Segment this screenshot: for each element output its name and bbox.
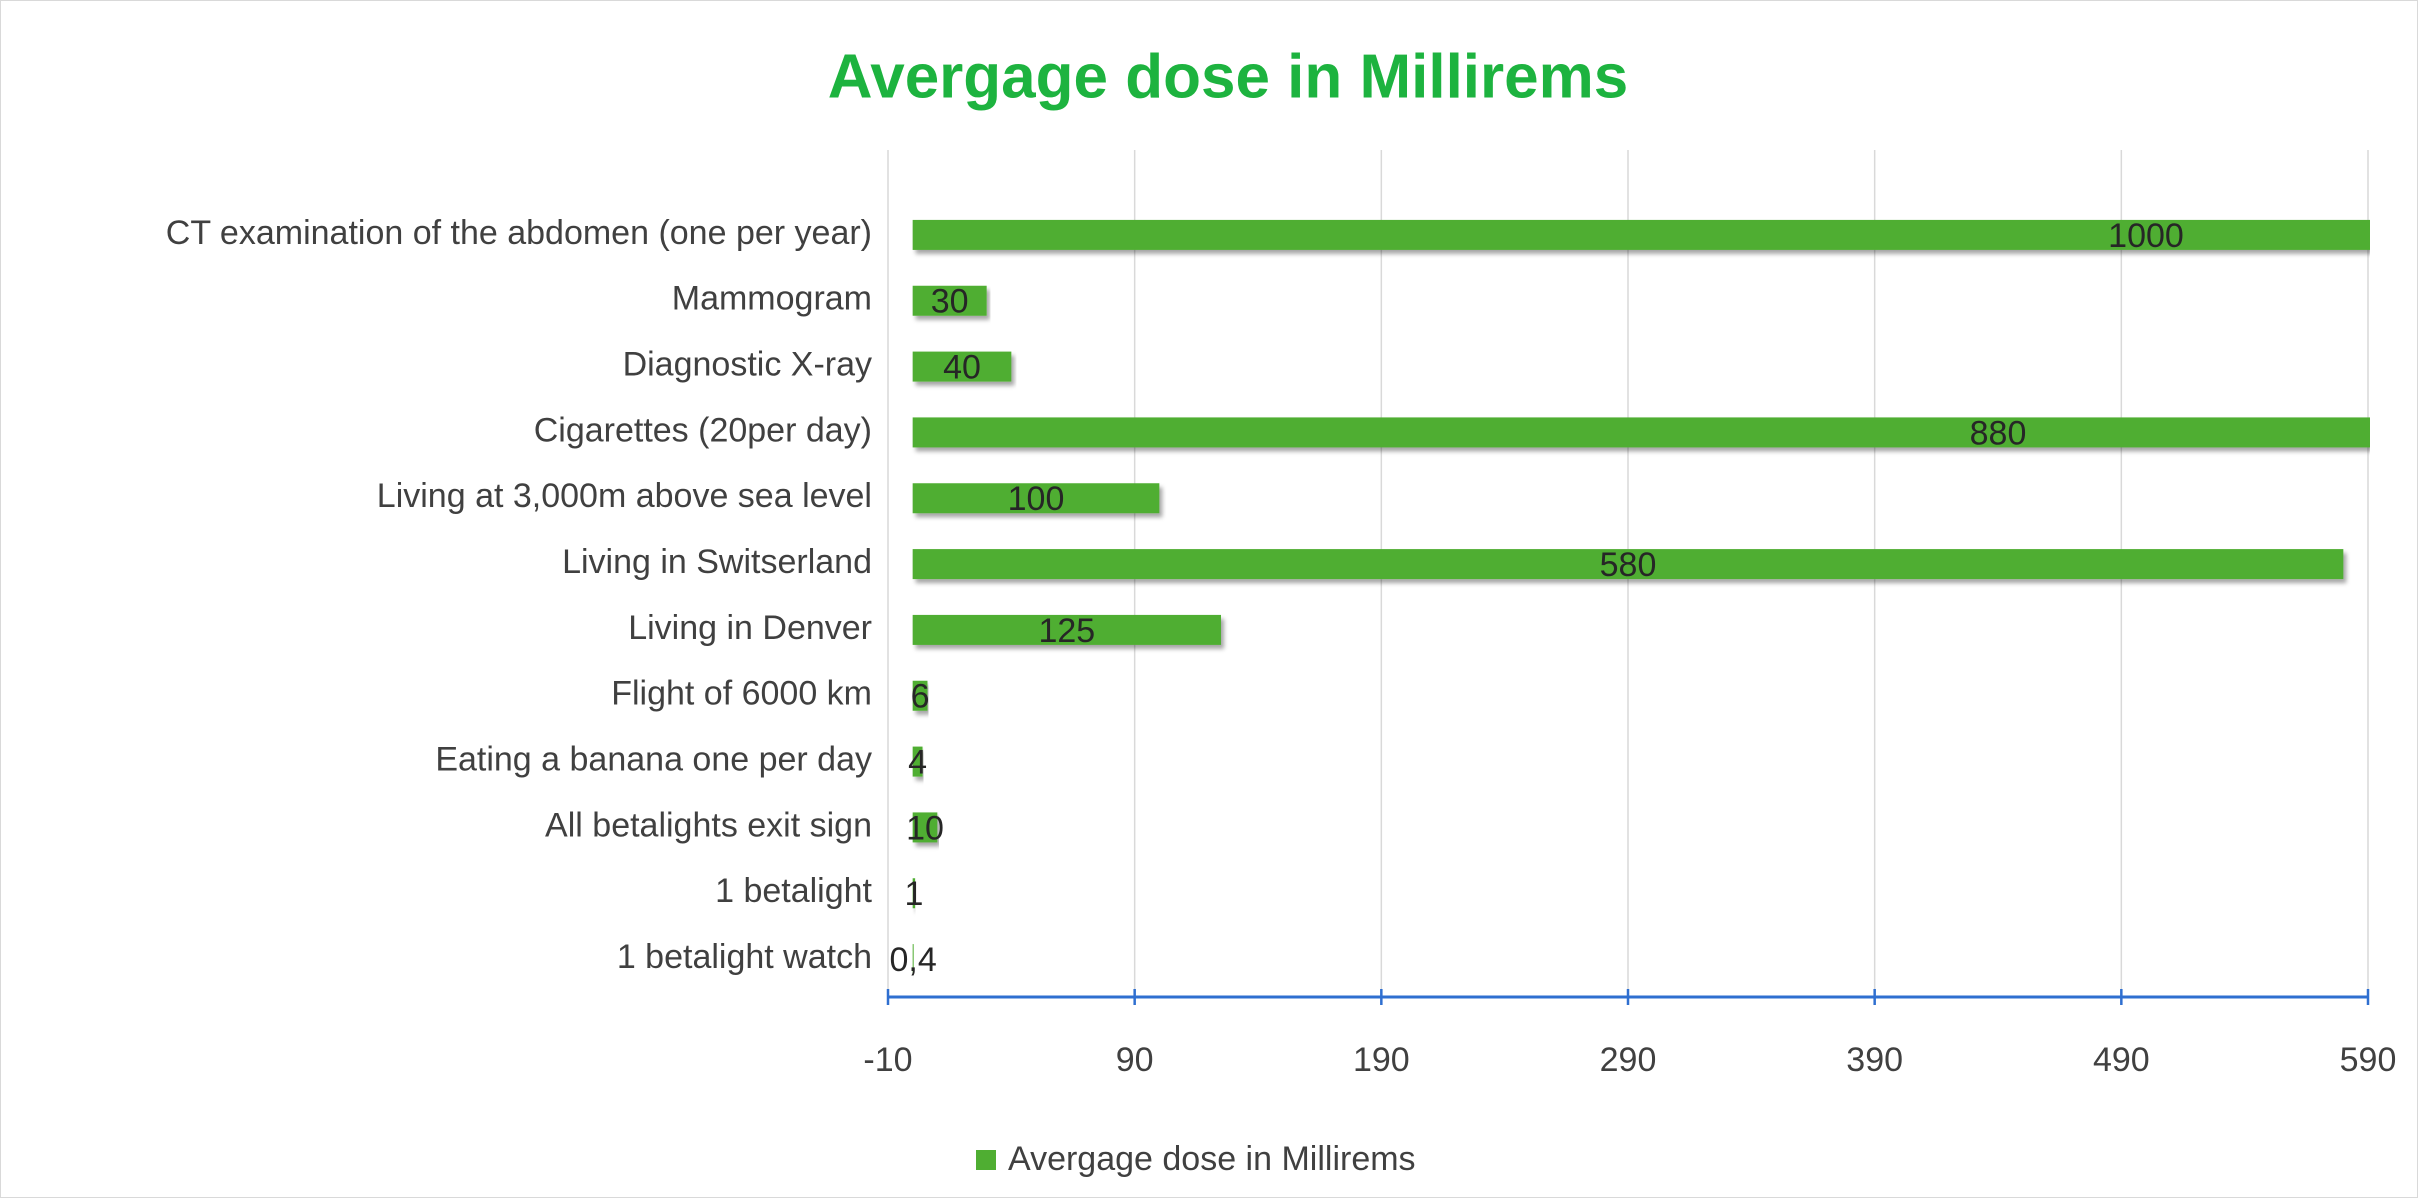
data-label: 6 [911, 678, 930, 716]
bar [912, 944, 914, 975]
data-label: 0,4 [890, 941, 937, 979]
legend-label: Avergage dose in Millirems [1008, 1140, 1416, 1178]
data-label: 880 [1970, 414, 2027, 452]
x-tick-label: 590 [2340, 1041, 2397, 1079]
data-label: 1 [904, 875, 923, 913]
data-label: 100 [1008, 480, 1065, 518]
y-tick-label: 1 betalight [715, 872, 872, 910]
legend-swatch [976, 1150, 996, 1170]
y-tick-label: Diagnostic X-ray [623, 346, 872, 384]
y-tick-label: 1 betalight watch [617, 938, 872, 976]
y-tick-label: Mammogram [672, 280, 872, 318]
data-label: 580 [1600, 546, 1657, 584]
bar [912, 680, 928, 711]
data-label: 30 [931, 283, 969, 321]
bar [912, 746, 923, 777]
y-tick-label: Cigarettes (20per day) [534, 411, 872, 449]
y-tick-label: CT examination of the abdomen (one per y… [166, 214, 872, 252]
x-tick-label: 490 [2093, 1041, 2150, 1079]
x-tick-label: 290 [1600, 1041, 1657, 1079]
bar [912, 219, 2370, 250]
y-tick-label: All betalights exit sign [545, 806, 872, 844]
y-tick-label: Living in Denver [628, 609, 872, 647]
bars [912, 219, 2370, 975]
data-label: 1000 [2108, 217, 2184, 255]
y-tick-label: Living in Switserland [562, 543, 872, 581]
chart-title: Avergage dose in Millirems [828, 42, 1629, 111]
data-label: 125 [1038, 612, 1095, 650]
y-tick-label: Eating a banana one per day [435, 741, 872, 779]
x-tick-label: -10 [863, 1041, 912, 1079]
bar [912, 351, 1012, 382]
bar [912, 417, 2370, 448]
bar [912, 549, 2344, 580]
labels: -10 90 190 290 390 490 590 CT examination of th… [166, 214, 2397, 1178]
x-tick-label: 90 [1116, 1041, 1154, 1079]
bar [912, 614, 1221, 645]
bar [912, 483, 1160, 514]
bar [912, 878, 916, 909]
x-tick-label: 390 [1846, 1041, 1903, 1079]
y-tick-label: Living at 3,000m above sea level [377, 477, 872, 515]
data-label: 4 [908, 744, 927, 782]
bar [912, 812, 938, 843]
x-tick-label: 190 [1353, 1041, 1410, 1079]
y-tick-label: Flight of 6000 km [611, 675, 872, 713]
data-label: 10 [906, 809, 944, 847]
bar [912, 285, 987, 316]
data-label: 40 [943, 349, 981, 387]
